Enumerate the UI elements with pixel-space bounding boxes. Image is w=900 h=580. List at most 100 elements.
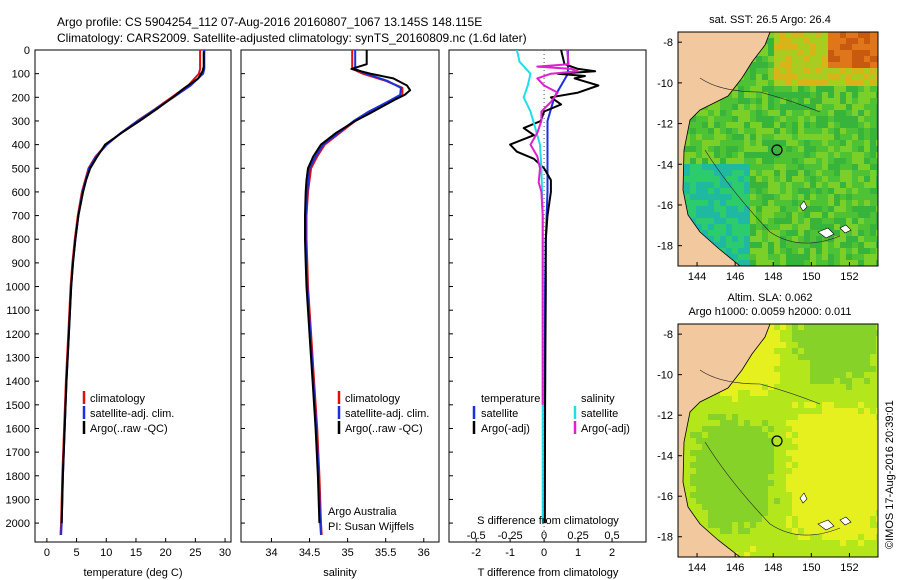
map-cell <box>804 486 810 492</box>
t-difference-xlabel: T difference from climatology <box>478 567 619 579</box>
map-cell <box>702 122 708 128</box>
map-cell <box>732 218 738 224</box>
map-cell <box>858 110 864 116</box>
map-cell <box>870 378 876 384</box>
map-cell <box>774 552 780 557</box>
map-cell <box>822 516 828 522</box>
map-cell <box>828 486 834 492</box>
map-cell <box>684 462 690 468</box>
map-cell <box>792 438 798 444</box>
map-cell <box>720 420 726 426</box>
map-cell <box>864 92 870 98</box>
map-cell <box>786 170 792 176</box>
map-cell <box>852 438 858 444</box>
map-cell <box>840 330 846 336</box>
map-cell <box>864 164 870 170</box>
map-cell <box>738 498 744 504</box>
map-cell <box>792 324 798 330</box>
map-cell <box>714 492 720 498</box>
map-cell <box>852 414 858 420</box>
map-cell <box>828 348 834 354</box>
map-cell <box>720 498 726 504</box>
map-cell <box>852 194 858 200</box>
map-cell <box>810 510 816 516</box>
map-cell <box>834 354 840 360</box>
map-cell <box>816 122 822 128</box>
map-cell <box>690 194 696 200</box>
map-cell <box>870 176 876 182</box>
map-cell <box>792 450 798 456</box>
map-cell <box>696 176 702 182</box>
map-cell <box>714 516 720 522</box>
map-cell <box>756 468 762 474</box>
map-cell <box>696 152 702 158</box>
map-cell <box>702 438 708 444</box>
map-cell <box>798 342 804 348</box>
map-cell <box>738 480 744 486</box>
map-cell <box>798 212 804 218</box>
map-cell <box>798 62 804 68</box>
map-cell <box>786 516 792 522</box>
map-cell <box>738 546 744 552</box>
map-cell <box>768 104 774 110</box>
salinity-axes-frame <box>240 49 440 543</box>
map-cell <box>756 236 762 242</box>
map-cell <box>750 218 756 224</box>
map-cell <box>864 152 870 158</box>
map-cell <box>744 104 750 110</box>
map-cell <box>840 176 846 182</box>
map-cell <box>792 116 798 122</box>
map-cell <box>798 522 804 528</box>
map-cell <box>732 200 738 206</box>
map-cell <box>732 528 738 534</box>
map-cell <box>750 378 756 384</box>
map-cell <box>708 456 714 462</box>
map-cell <box>810 450 816 456</box>
map-cell <box>810 432 816 438</box>
map-cell <box>744 254 750 260</box>
map-cell <box>744 92 750 98</box>
map-cell <box>786 200 792 206</box>
map-cell <box>822 456 828 462</box>
map-cell <box>744 432 750 438</box>
map-cell <box>750 432 756 438</box>
map-cell <box>858 420 864 426</box>
map-cell <box>870 474 876 480</box>
map-cell <box>822 540 828 546</box>
map-cell <box>774 170 780 176</box>
map-cell <box>846 408 852 414</box>
map-cell <box>876 110 878 116</box>
map-cell <box>708 438 714 444</box>
map-cell <box>840 188 846 194</box>
map-cell <box>768 528 774 534</box>
map-cell <box>810 498 816 504</box>
map-cell <box>762 260 768 266</box>
map-cell <box>852 468 858 474</box>
map-cell <box>756 456 762 462</box>
map-cell <box>846 372 852 378</box>
map-cell <box>714 110 720 116</box>
map-cell <box>822 432 828 438</box>
map-cell <box>690 128 696 134</box>
map-cell <box>816 456 822 462</box>
map-cell <box>780 122 786 128</box>
map-cell <box>828 176 834 182</box>
map-cell <box>780 62 786 68</box>
map-cell <box>834 330 840 336</box>
map-cell <box>828 242 834 248</box>
map-cell <box>792 104 798 110</box>
map-cell <box>816 444 822 450</box>
map-cell <box>714 426 720 432</box>
map-cell <box>816 224 822 230</box>
map-cell <box>696 414 702 420</box>
map-cell <box>756 504 762 510</box>
lon-tick-label: 150 <box>802 271 820 283</box>
map-cell <box>798 230 804 236</box>
map-cell <box>822 200 828 206</box>
map-cell <box>864 462 870 468</box>
map-cell <box>738 158 744 164</box>
map-cell <box>708 396 714 402</box>
map-cell <box>792 146 798 152</box>
map-cell <box>846 74 852 80</box>
